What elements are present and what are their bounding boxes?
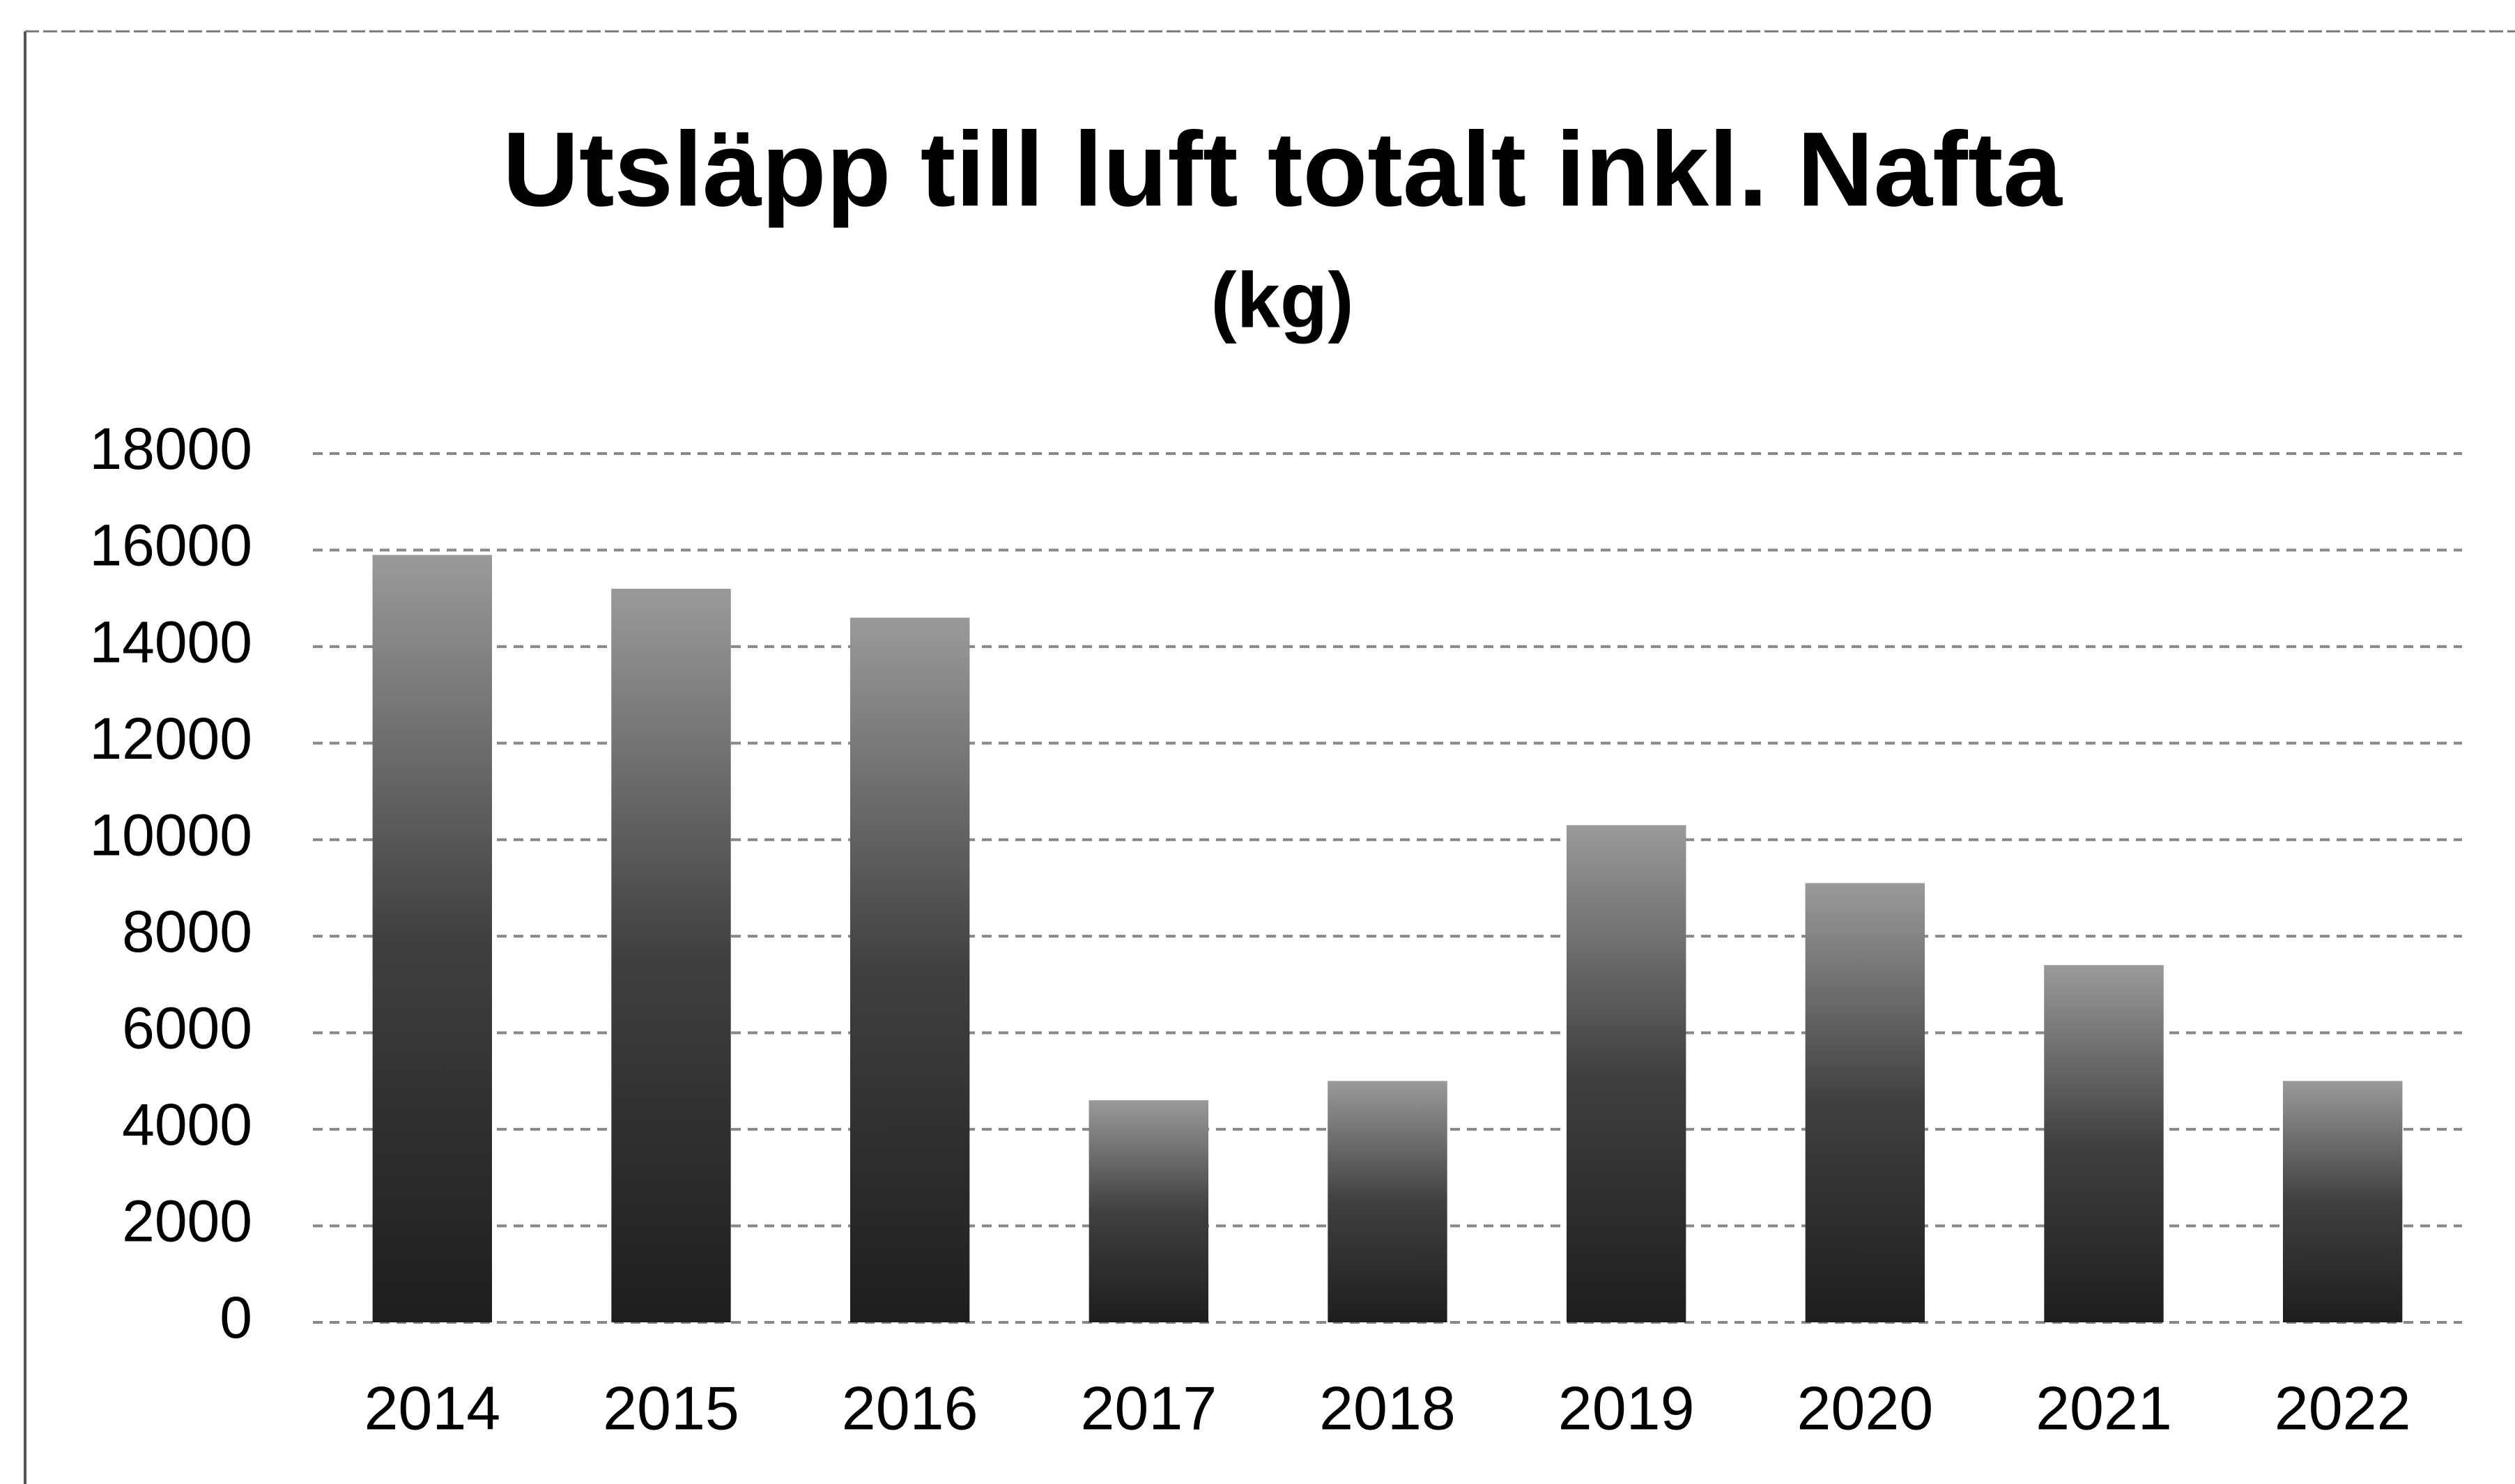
bar-shade: [611, 588, 731, 1322]
y-tick-label: 0: [220, 1285, 252, 1350]
x-tick-label: 2018: [1319, 1373, 1456, 1442]
chart-subtitle: (kg): [1210, 257, 1353, 344]
x-tick-label: 2015: [603, 1373, 739, 1442]
y-tick-label: 16000: [89, 513, 252, 578]
bar-shade: [1567, 825, 1686, 1322]
bar-shade: [372, 555, 492, 1322]
x-tick-label: 2019: [1558, 1373, 1695, 1442]
x-tick-label: 2021: [2036, 1373, 2172, 1442]
bar-shade: [1805, 883, 1925, 1322]
y-tick-label: 14000: [89, 609, 252, 674]
bar-shade: [2283, 1081, 2403, 1322]
bar-shade: [2044, 965, 2164, 1322]
bar-shade: [850, 617, 970, 1322]
y-tick-label: 4000: [122, 1092, 252, 1157]
x-tick-label: 2016: [842, 1373, 978, 1442]
x-tick-label: 2020: [1797, 1373, 1933, 1442]
y-tick-label: 8000: [122, 899, 252, 964]
y-tick-label: 12000: [89, 706, 252, 771]
chart-title: Utsläpp till luft totalt inkl. Nafta: [502, 110, 2063, 229]
y-tick-label: 2000: [122, 1189, 252, 1254]
y-tick-label: 6000: [122, 996, 252, 1061]
y-tick-label: 18000: [89, 416, 252, 481]
x-tick-label: 2022: [2275, 1373, 2411, 1442]
x-tick-label: 2014: [364, 1373, 500, 1442]
bar-shade: [1089, 1100, 1208, 1322]
bar-shade: [1328, 1081, 1447, 1322]
x-tick-label: 2017: [1080, 1373, 1217, 1442]
y-tick-label: 10000: [89, 802, 252, 867]
